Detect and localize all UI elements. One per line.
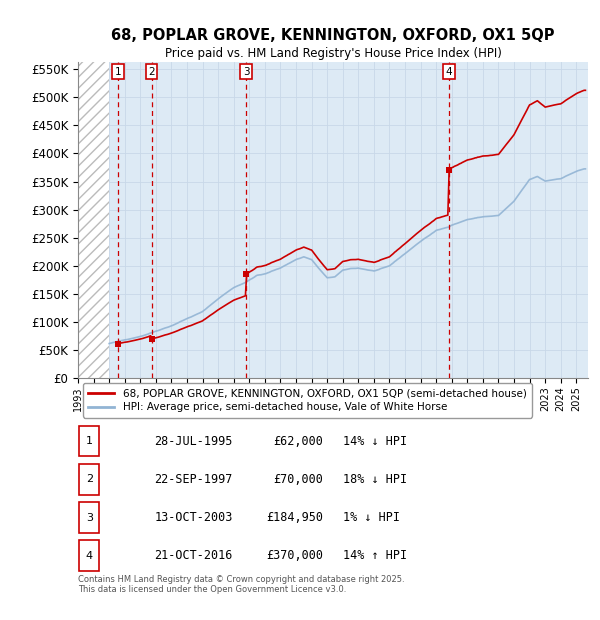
Text: Price paid vs. HM Land Registry's House Price Index (HPI): Price paid vs. HM Land Registry's House …	[164, 46, 502, 60]
Text: 3: 3	[86, 513, 93, 523]
Text: 21-OCT-2016: 21-OCT-2016	[155, 549, 233, 562]
Text: 4: 4	[445, 67, 452, 77]
Text: 18% ↓ HPI: 18% ↓ HPI	[343, 473, 407, 486]
Text: 1% ↓ HPI: 1% ↓ HPI	[343, 511, 400, 524]
FancyBboxPatch shape	[79, 464, 100, 495]
Text: 68, POPLAR GROVE, KENNINGTON, OXFORD, OX1 5QP: 68, POPLAR GROVE, KENNINGTON, OXFORD, OX…	[111, 28, 555, 43]
Text: 2: 2	[148, 67, 155, 77]
Text: 28-JUL-1995: 28-JUL-1995	[155, 435, 233, 448]
Text: 2: 2	[86, 474, 93, 484]
Text: 1: 1	[115, 67, 121, 77]
Text: £70,000: £70,000	[273, 473, 323, 486]
Legend: 68, POPLAR GROVE, KENNINGTON, OXFORD, OX1 5QP (semi-detached house), HPI: Averag: 68, POPLAR GROVE, KENNINGTON, OXFORD, OX…	[83, 383, 532, 417]
Text: Contains HM Land Registry data © Crown copyright and database right 2025.
This d: Contains HM Land Registry data © Crown c…	[78, 575, 404, 594]
Text: £184,950: £184,950	[266, 511, 323, 524]
FancyBboxPatch shape	[79, 426, 100, 456]
Text: 4: 4	[86, 551, 93, 560]
Text: £370,000: £370,000	[266, 549, 323, 562]
Text: 22-SEP-1997: 22-SEP-1997	[155, 473, 233, 486]
FancyBboxPatch shape	[79, 541, 100, 571]
Text: 14% ↑ HPI: 14% ↑ HPI	[343, 549, 407, 562]
Text: 3: 3	[243, 67, 250, 77]
Text: 14% ↓ HPI: 14% ↓ HPI	[343, 435, 407, 448]
Text: £62,000: £62,000	[273, 435, 323, 448]
Text: 1: 1	[86, 436, 93, 446]
FancyBboxPatch shape	[79, 502, 100, 533]
Text: 13-OCT-2003: 13-OCT-2003	[155, 511, 233, 524]
